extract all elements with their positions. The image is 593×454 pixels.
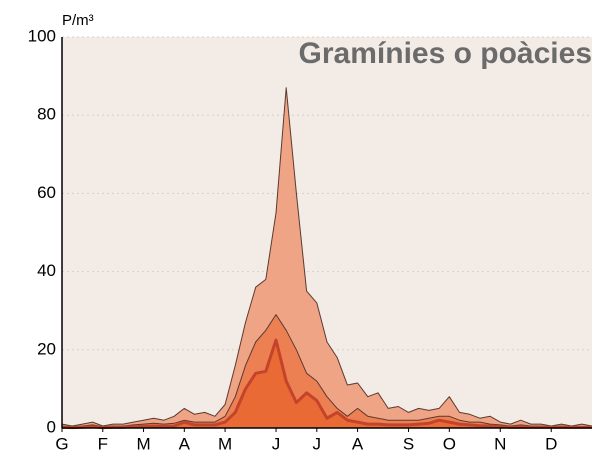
y-tick-label: 20	[37, 339, 56, 358]
y-tick-label: 100	[28, 26, 56, 45]
x-tick-label: N	[494, 434, 506, 453]
chart-title: Gramínies o poàcies	[299, 37, 592, 70]
area-outline	[61, 87, 593, 427]
x-tick-label: J	[272, 434, 281, 453]
x-tick-label: A	[179, 434, 191, 453]
x-tick-label: D	[545, 434, 557, 453]
y-tick-label: 80	[37, 105, 56, 124]
y-tick-label: 60	[37, 183, 56, 202]
area-outline	[61, 314, 592, 428]
y-axis-unit: P/m³	[62, 12, 94, 29]
x-tick-label: M	[136, 434, 150, 453]
area	[62, 87, 592, 429]
x-tick-label: A	[352, 434, 364, 453]
area	[62, 314, 592, 428]
x-tick-label: S	[403, 434, 414, 453]
x-tick-label: G	[55, 434, 68, 453]
area-outline	[61, 338, 592, 430]
y-tick-label: 40	[37, 261, 56, 280]
x-tick-label: F	[98, 434, 108, 453]
x-tick-label: M	[218, 434, 232, 453]
x-tick-label: O	[443, 434, 456, 453]
x-tick-label: J	[313, 434, 322, 453]
y-tick-label: 0	[47, 417, 56, 436]
